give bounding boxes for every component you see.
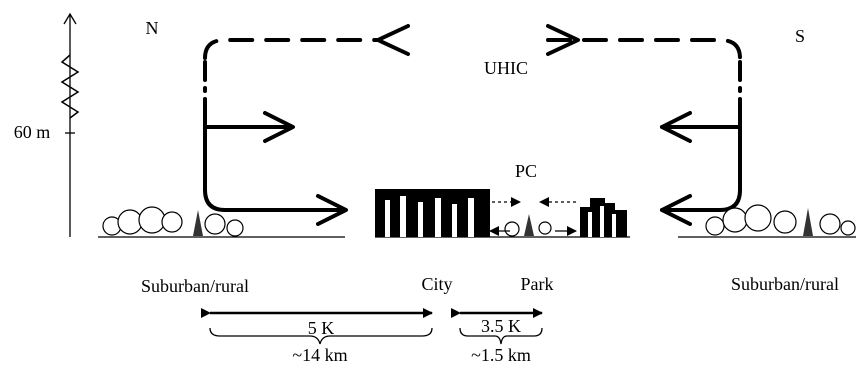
city-diff-label: 5 K (308, 318, 335, 338)
city-width-label: ~14 km (292, 345, 347, 365)
diagram: N S UHIC 60 m PC Suburban/rural City Par… (0, 0, 860, 365)
south-label: S (795, 26, 805, 46)
height-axis (62, 14, 78, 237)
pc-label: PC (515, 161, 537, 181)
park-diff-label: 3.5 K (481, 316, 521, 336)
area-label: Suburban/rural (731, 274, 839, 294)
uhic-label: UHIC (484, 58, 528, 78)
area-label: Suburban/rural (141, 276, 249, 296)
park-width-label: ~1.5 km (471, 345, 531, 365)
height-label: 60 m (14, 122, 51, 142)
city-label: City (421, 274, 452, 294)
north-label: N (146, 18, 159, 38)
park-label: Park (521, 274, 554, 294)
landscape (98, 189, 856, 237)
